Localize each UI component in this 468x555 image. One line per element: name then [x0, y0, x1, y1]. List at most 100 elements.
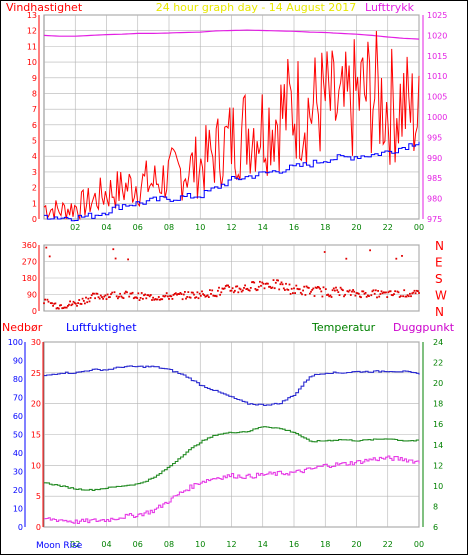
- direction-point: [151, 299, 153, 301]
- direction-point: [253, 281, 256, 284]
- y-tick-label-temperature: 14: [433, 441, 443, 450]
- direction-point: [401, 255, 403, 257]
- direction-point: [170, 295, 173, 298]
- y-tick-label-wind: 8: [32, 89, 37, 98]
- direction-point: [312, 287, 315, 290]
- direction-point: [221, 287, 224, 290]
- wind-pressure-panel: 0123456789101112139759809859909951000100…: [27, 11, 448, 232]
- direction-point: [339, 286, 342, 289]
- direction-point: [51, 302, 53, 305]
- y-tick-label-pressure: 985: [427, 174, 442, 183]
- direction-point: [177, 293, 179, 295]
- direction-point: [240, 290, 243, 293]
- direction-point: [194, 296, 196, 299]
- direction-point: [302, 289, 304, 292]
- direction-point: [399, 295, 402, 297]
- y-tick-label-wind: 0: [32, 215, 37, 224]
- direction-point: [381, 292, 384, 295]
- direction-point: [47, 300, 50, 303]
- direction-point: [56, 307, 59, 309]
- wind-speed-label: Vindhastighet: [6, 1, 83, 14]
- direction-point: [296, 287, 299, 290]
- direction-point: [274, 281, 277, 284]
- direction-point: [235, 285, 237, 288]
- direction-point: [367, 294, 369, 297]
- direction-point: [415, 289, 418, 292]
- direction-point: [135, 296, 137, 299]
- direction-point: [174, 292, 177, 295]
- direction-point: [309, 292, 311, 295]
- direction-point: [409, 292, 411, 295]
- direction-point: [303, 285, 306, 288]
- direction-point: [93, 292, 95, 295]
- direction-point: [193, 293, 195, 296]
- y-tick-label-rain: 60: [13, 412, 23, 421]
- x-tick-label: 04: [101, 540, 111, 549]
- direction-point: [81, 297, 84, 300]
- direction-point: [222, 288, 225, 290]
- direction-point: [389, 290, 392, 293]
- y-tick-label-rain: 20: [13, 486, 23, 495]
- direction-point: [351, 290, 353, 293]
- direction-point: [311, 289, 314, 291]
- direction-point: [262, 282, 265, 285]
- direction-point: [340, 288, 343, 291]
- direction-point: [247, 289, 250, 291]
- direction-point: [285, 282, 287, 285]
- direction-point: [264, 283, 267, 285]
- direction-point: [413, 289, 416, 292]
- y-tick-label-temperature: 24: [433, 338, 443, 347]
- direction-point: [380, 290, 383, 293]
- direction-point: [215, 295, 218, 298]
- direction-point: [276, 279, 278, 282]
- direction-point: [267, 282, 269, 285]
- y-tick-label-pressure: 1015: [427, 52, 447, 61]
- y-tick-label-pressure: 995: [427, 133, 442, 142]
- direction-point: [315, 287, 318, 289]
- direction-point: [329, 294, 332, 297]
- wind-speed-line: [43, 30, 420, 221]
- direction-point: [278, 288, 281, 291]
- direction-point: [292, 292, 294, 294]
- direction-point: [97, 296, 100, 299]
- direction-point: [80, 303, 83, 305]
- y-tick-label-temperature: 8: [433, 502, 438, 511]
- direction-point: [384, 291, 386, 294]
- direction-point: [335, 286, 337, 289]
- y-tick-label-temperature: 6: [433, 523, 438, 532]
- direction-point: [237, 291, 240, 294]
- direction-point: [347, 290, 350, 293]
- direction-point: [210, 293, 212, 295]
- direction-point: [46, 298, 49, 301]
- direction-point: [201, 290, 203, 293]
- direction-point: [360, 296, 362, 299]
- y-tick-label-pressure: 980: [427, 195, 442, 204]
- direction-point: [338, 294, 341, 296]
- wind-direction-panel: 0 N 90 W 180 S 270 E 360 N: [22, 239, 447, 319]
- y-tick-label-temperature: 20: [433, 379, 443, 388]
- y-tick-label-pressure: 1005: [427, 93, 447, 102]
- direction-point: [119, 292, 121, 295]
- direction-point: [178, 293, 181, 295]
- direction-point: [195, 296, 198, 299]
- direction-point: [64, 306, 67, 309]
- direction-point: [124, 290, 127, 293]
- direction-point: [374, 289, 377, 292]
- direction-point: [147, 294, 150, 297]
- direction-point: [220, 291, 223, 294]
- y-tick-label-wind: 12: [27, 27, 37, 36]
- direction-point: [184, 291, 186, 293]
- direction-point: [188, 296, 191, 299]
- direction-point: [54, 302, 57, 305]
- direction-point: [282, 287, 285, 290]
- x-tick-label: 22: [383, 223, 393, 232]
- y-tick-label-pressure: 990: [427, 154, 442, 163]
- direction-point: [246, 287, 249, 290]
- y-tick-label-direction: 360: [22, 241, 37, 250]
- direction-point: [168, 298, 170, 300]
- direction-point: [211, 289, 214, 292]
- direction-point: [138, 299, 141, 301]
- direction-point: [343, 295, 345, 298]
- direction-point: [192, 291, 194, 294]
